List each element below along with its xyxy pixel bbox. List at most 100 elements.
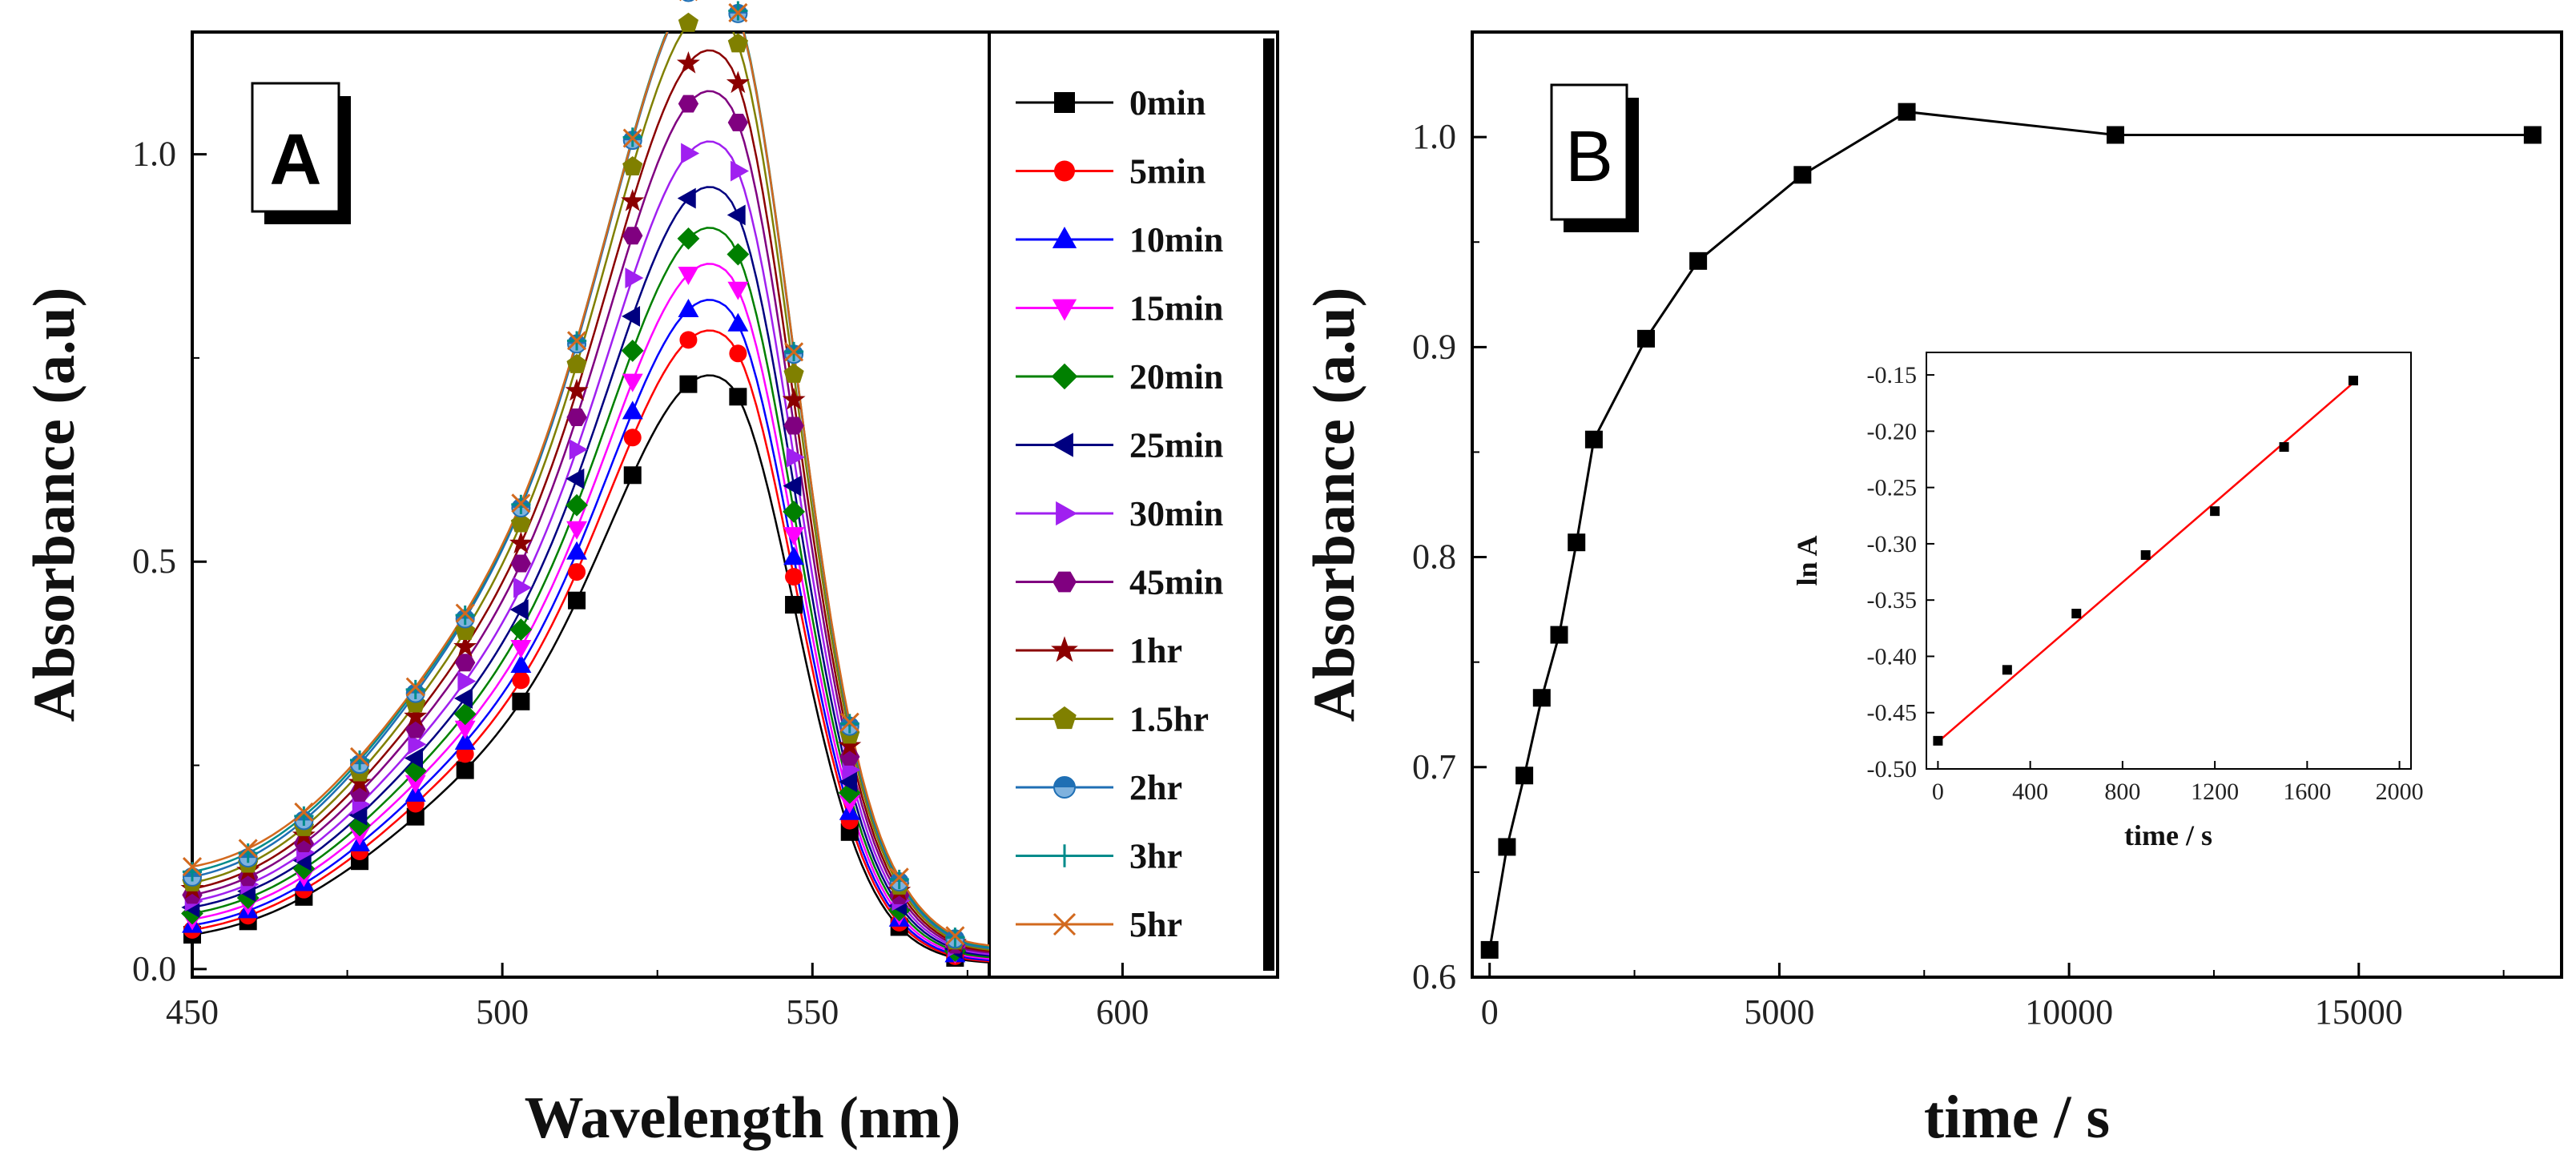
series-marker-0min-7 [568, 591, 586, 610]
legend-label-20min: 20min [1129, 357, 1223, 396]
series-marker-25min-7 [566, 468, 585, 489]
panel-a-xtick-label-2: 550 [786, 992, 839, 1032]
series-marker-30min-9 [681, 143, 700, 164]
series-marker-0min-11 [785, 596, 803, 614]
series-marker-15min-10 [727, 281, 749, 300]
panel-a-xtick-label-3: 600 [1096, 992, 1149, 1032]
panel-b-point-3 [1532, 689, 1551, 707]
panel-a-xtick-label-1: 500 [476, 992, 529, 1032]
series-curve-5min [192, 329, 989, 963]
series-marker-15min-11 [783, 527, 805, 546]
panel-b-ytick-label-2: 0.8 [1412, 537, 1456, 577]
series-marker-1hr-12 [838, 734, 862, 756]
legend-label-1hr: 1hr [1129, 631, 1182, 670]
series-curve-5hr [192, 32, 989, 947]
panel-b-ytick-label-4: 1.0 [1412, 117, 1456, 156]
series-marker-5hr-0 [182, 856, 203, 877]
series-marker-20min-7 [566, 493, 588, 517]
series-marker-1.5hr-11 [783, 363, 804, 383]
series-marker-25min-8 [622, 305, 641, 327]
legend-marker-45min [1053, 571, 1077, 593]
series-marker-3hr-2 [294, 806, 314, 826]
inset-ytick-label-1: -0.45 [1867, 700, 1918, 726]
series-marker-45min-10 [727, 113, 749, 131]
panel-a-ytick-label-2: 1.0 [132, 135, 176, 174]
series-marker-5hr-1 [238, 839, 258, 859]
series-marker-5min-8 [623, 429, 642, 447]
series-marker-3hr-13 [889, 869, 909, 890]
panel-a-ylabel: Absorbance (a.u) [22, 288, 87, 722]
series-marker-5min-10 [729, 344, 747, 363]
inset-xtick-label-3: 1200 [2191, 779, 2239, 805]
panel-b-point-5 [1568, 533, 1586, 552]
inset-ytick-label-3: -0.35 [1867, 587, 1918, 614]
legend-label-1.5hr: 1.5hr [1129, 700, 1209, 739]
inset-markers [1933, 376, 2358, 746]
series-marker-10min-11 [783, 546, 805, 565]
series-marker-25min-6 [509, 599, 529, 621]
legend-marker-30min [1056, 501, 1077, 526]
series-marker-5hr-10 [728, 2, 748, 22]
panel-a-ytick-label-0: 0.0 [132, 949, 176, 988]
legend-marker-2hr [1053, 776, 1076, 799]
series-marker-1hr-11 [782, 388, 806, 410]
panel-b-xtick-label-1: 5000 [1744, 992, 1814, 1032]
series-marker-5hr-3 [349, 746, 370, 767]
panel-b-ticks: 0 5000 10000 15000 0.6 0.7 0.8 0.9 1.0 [1412, 117, 2505, 1032]
series-marker-3hr-3 [349, 750, 370, 771]
series-marker-20min-9 [677, 227, 700, 250]
series-curve-25min [192, 186, 989, 957]
inset-xtick-label-5: 2000 [2376, 779, 2424, 805]
series-marker-15min-9 [678, 266, 699, 285]
panel-a-xlabel: Wavelength (nm) [525, 1085, 961, 1151]
series-marker-5hr-8 [622, 128, 642, 148]
series-marker-10min-10 [727, 312, 749, 332]
series-marker-30min-7 [569, 439, 588, 461]
panel-b-ytick-label-0: 0.6 [1412, 957, 1456, 996]
legend-label-3hr: 3hr [1129, 837, 1182, 876]
series-curve-45min [192, 90, 989, 954]
inset-ylabel: ln A [1791, 535, 1823, 585]
panel-a-letter-box [251, 82, 340, 213]
panel-b-ylabel: Absorbance (a.u) [1302, 288, 1367, 722]
series-curve-20min [192, 227, 989, 959]
panel-a-legend: 0min 5min 10min 15min 20min 25min 30min 45min 1h… [1016, 83, 1223, 944]
series-marker-5min-6 [512, 671, 530, 690]
panel-b-point-12 [2523, 126, 2542, 144]
inset-xtick-label-2: 800 [2104, 779, 2140, 805]
legend-label-5hr: 5hr [1129, 905, 1182, 944]
series-marker-1.5hr-9 [678, 12, 699, 32]
series-marker-1.5hr-8 [622, 155, 643, 175]
series-marker-5hr-2 [294, 802, 314, 823]
series-marker-30min-6 [513, 577, 533, 598]
panel-a-series-curves [192, 32, 989, 964]
series-curve-1.5hr [192, 32, 989, 951]
series-marker-1hr-5 [453, 634, 477, 658]
panel-b-point-0 [1480, 940, 1499, 959]
series-marker-0min-6 [512, 692, 530, 710]
series-marker-0min-10 [729, 388, 747, 406]
series-marker-3hr-4 [405, 679, 425, 700]
legend-marker-1.5hr [1053, 706, 1077, 730]
legend-marker-5hr [1053, 912, 1077, 936]
series-marker-5hr-4 [405, 677, 425, 697]
series-marker-0min-4 [406, 807, 425, 826]
series-marker-5hr-7 [566, 331, 587, 351]
series-marker-45min-7 [566, 408, 587, 426]
panel-b-point-8 [1689, 251, 1708, 270]
inset-xtick-label-4: 1600 [2283, 779, 2331, 805]
series-marker-1.5hr-6 [510, 513, 531, 533]
inset-ytick-label-4: -0.30 [1867, 531, 1918, 557]
series-marker-5hr-12 [839, 712, 859, 732]
inset-xlabel: time / s [2124, 819, 2212, 851]
panel-b-xtick-label-2: 10000 [2025, 992, 2113, 1032]
series-marker-0min-9 [679, 375, 698, 393]
series-marker-3hr-5 [455, 606, 475, 626]
series-curve-15min [192, 263, 989, 960]
legend-label-15min: 15min [1129, 289, 1223, 328]
inset-point-4 [2210, 506, 2220, 517]
panel-a-xtick-label-0: 450 [166, 992, 219, 1032]
series-marker-1hr-10 [726, 70, 750, 94]
series-marker-10min-8 [622, 400, 643, 420]
